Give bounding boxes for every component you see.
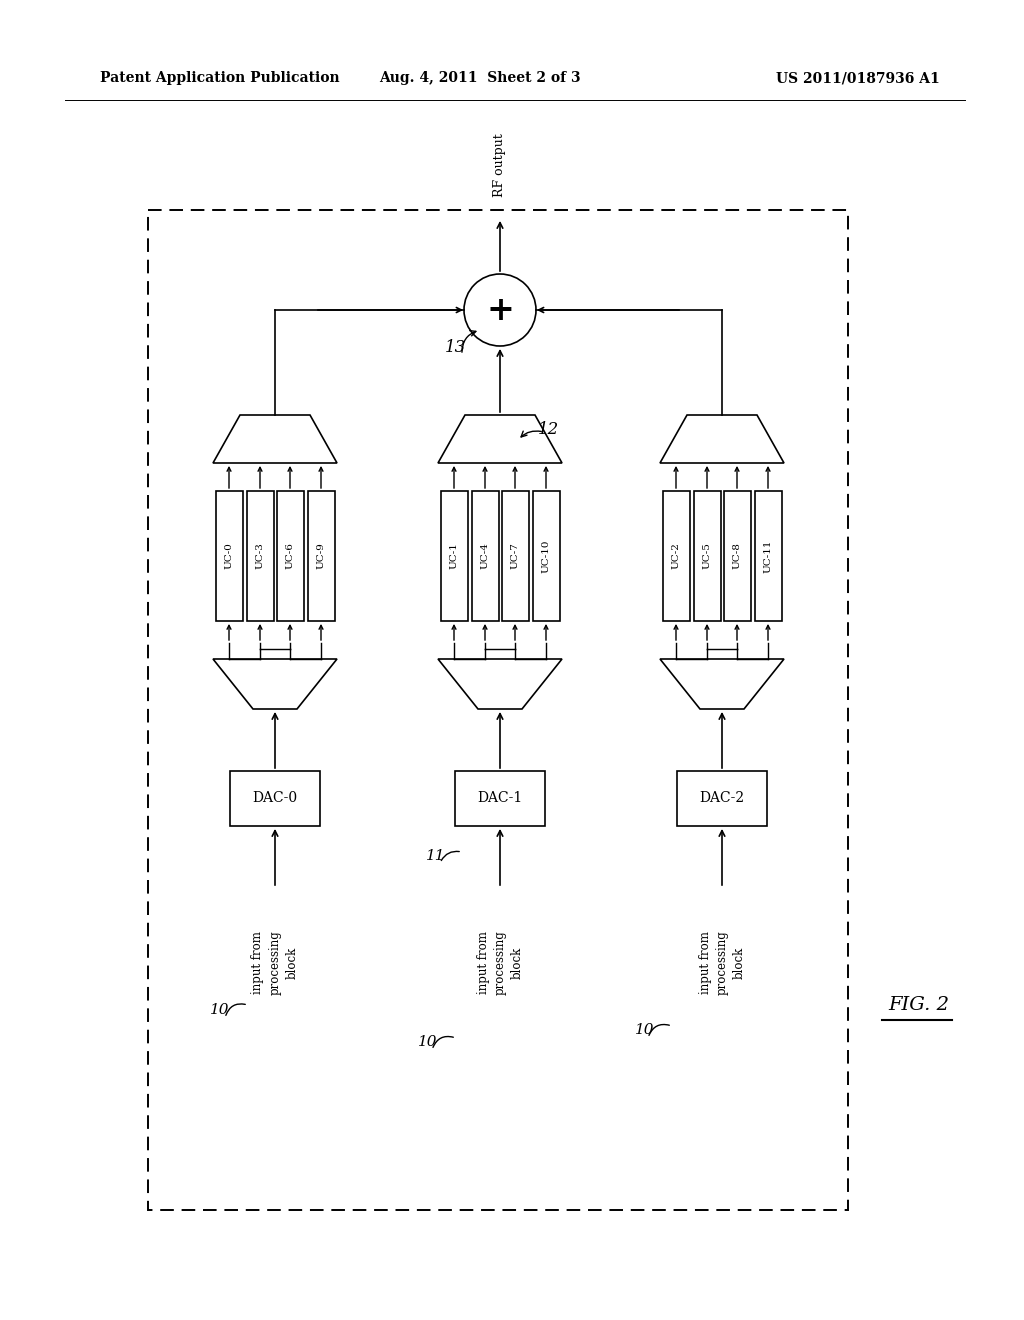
Text: 10: 10: [635, 1023, 654, 1038]
Text: 10: 10: [418, 1035, 437, 1049]
Text: 13: 13: [444, 339, 466, 356]
Text: UC-4: UC-4: [480, 543, 489, 569]
Text: input from
processing
block: input from processing block: [698, 931, 745, 995]
Text: UC-8: UC-8: [732, 543, 741, 569]
Text: 11: 11: [426, 849, 445, 863]
Text: 10: 10: [210, 1003, 229, 1016]
Text: UC-0: UC-0: [224, 543, 233, 569]
Text: input from
processing
block: input from processing block: [252, 931, 299, 995]
Text: DAC-1: DAC-1: [477, 792, 522, 805]
Text: UC-3: UC-3: [256, 543, 264, 569]
Text: DAC-0: DAC-0: [253, 792, 298, 805]
Text: UC-1: UC-1: [450, 543, 459, 569]
Bar: [471, 491, 499, 620]
Text: Aug. 4, 2011  Sheet 2 of 3: Aug. 4, 2011 Sheet 2 of 3: [379, 71, 581, 84]
Text: UC-7: UC-7: [511, 543, 519, 569]
Bar: [307, 491, 335, 620]
Bar: [455, 771, 545, 826]
Bar: [215, 491, 243, 620]
Bar: [230, 771, 319, 826]
Bar: [502, 491, 528, 620]
Text: UC-5: UC-5: [702, 543, 712, 569]
Text: UC-10: UC-10: [542, 540, 551, 573]
Text: input from
processing
block: input from processing block: [476, 931, 523, 995]
Text: UC-11: UC-11: [764, 540, 772, 573]
Text: DAC-2: DAC-2: [699, 792, 744, 805]
Bar: [276, 491, 303, 620]
Text: UC-6: UC-6: [286, 543, 295, 569]
Bar: [247, 491, 273, 620]
Bar: [677, 771, 767, 826]
Bar: [724, 491, 751, 620]
Text: Patent Application Publication: Patent Application Publication: [100, 71, 340, 84]
Bar: [755, 491, 781, 620]
Text: RF output: RF output: [494, 133, 507, 197]
Text: FIG. 2: FIG. 2: [888, 997, 949, 1014]
Bar: [532, 491, 559, 620]
Bar: [663, 491, 689, 620]
Text: +: +: [486, 293, 514, 326]
Text: US 2011/0187936 A1: US 2011/0187936 A1: [776, 71, 940, 84]
Bar: [693, 491, 721, 620]
Bar: [440, 491, 468, 620]
Text: 12: 12: [538, 421, 559, 438]
Text: UC-2: UC-2: [672, 543, 681, 569]
Text: UC-9: UC-9: [316, 543, 326, 569]
